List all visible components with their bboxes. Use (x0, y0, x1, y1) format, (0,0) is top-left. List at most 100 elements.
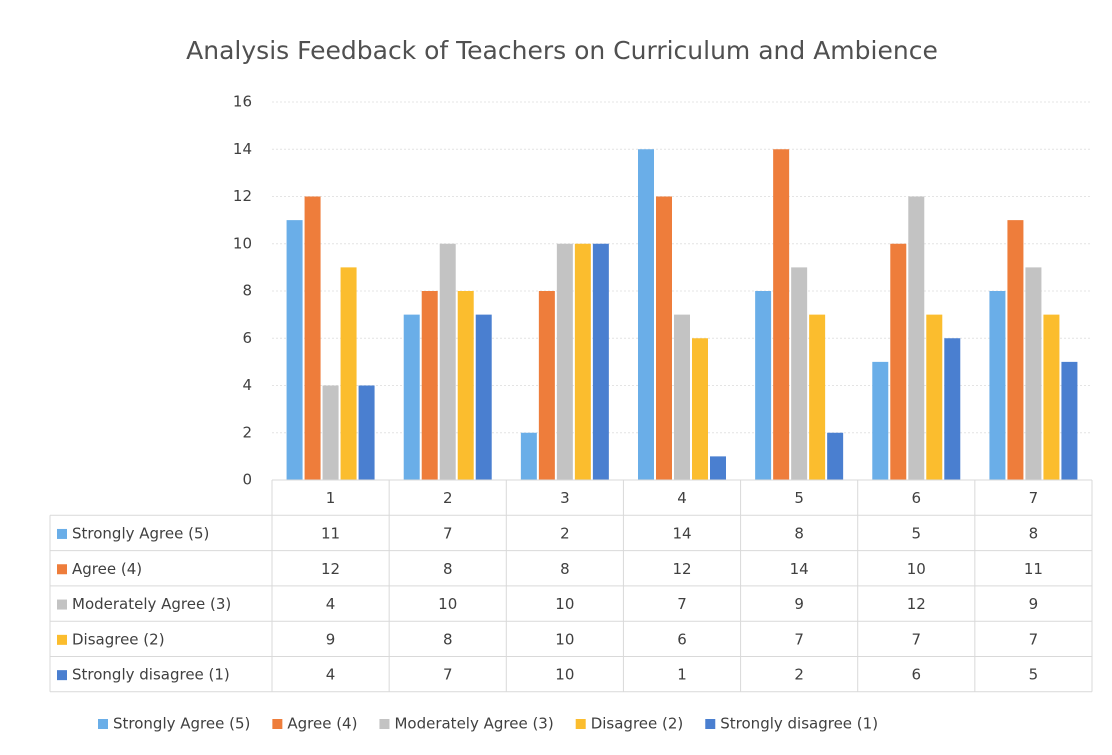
bar (656, 196, 672, 480)
bar (439, 243, 456, 480)
table-cell: 11 (321, 524, 340, 542)
bar (358, 385, 375, 480)
y-tick-label: 16 (233, 93, 252, 111)
y-tick-label: 14 (233, 140, 252, 158)
bar (710, 456, 726, 480)
legend-key (705, 719, 716, 729)
x-tick-label: 5 (794, 489, 804, 507)
bar (755, 291, 772, 480)
bar (1025, 267, 1042, 480)
y-tick-label: 8 (242, 282, 252, 300)
table-cell: 14 (672, 524, 691, 542)
bar (827, 432, 844, 480)
table-cell: 12 (672, 560, 691, 578)
legend-key (98, 719, 108, 729)
legend-label: Strongly Agree (5) (113, 715, 250, 733)
table-row-label: Disagree (2) (72, 630, 165, 648)
bar (304, 196, 321, 480)
bar (574, 243, 591, 480)
table-cell: 2 (560, 524, 570, 542)
table-cell: 8 (443, 560, 453, 578)
x-tick-label: 7 (1029, 489, 1039, 507)
bar (592, 243, 609, 480)
y-tick-label: 2 (242, 423, 252, 441)
bar (538, 291, 555, 480)
table-cell: 8 (1029, 524, 1039, 542)
table-cell: 5 (1029, 666, 1039, 684)
legend-label: Moderately Agree (3) (394, 715, 553, 733)
x-tick-label: 2 (443, 489, 453, 507)
table-legend-key (57, 528, 67, 539)
bar (791, 267, 808, 480)
table-legend-key (57, 599, 67, 610)
table-cell: 10 (555, 630, 574, 648)
bar (872, 361, 889, 480)
bar (421, 291, 438, 480)
table-row-label: Moderately Agree (3) (72, 595, 231, 613)
bar (674, 314, 690, 480)
bar (908, 196, 925, 480)
table-cell: 7 (443, 666, 453, 684)
bar (638, 149, 654, 480)
y-tick-label: 10 (233, 234, 252, 252)
table-cell: 11 (1024, 560, 1043, 578)
bar (322, 385, 339, 480)
table-cell: 7 (1029, 630, 1039, 648)
chart-title: Analysis Feedback of Teachers on Curricu… (186, 36, 938, 65)
bar (989, 291, 1006, 480)
table-cell: 10 (555, 595, 574, 613)
table-row-label: Agree (4) (72, 560, 142, 578)
table-cell: 7 (912, 630, 922, 648)
table-cell: 10 (907, 560, 926, 578)
bar (457, 291, 474, 480)
bar (1061, 361, 1078, 480)
table-cell: 10 (555, 666, 574, 684)
table-row-label: Strongly Agree (5) (72, 524, 209, 542)
table-cell: 4 (326, 595, 336, 613)
table-cell: 8 (794, 524, 804, 542)
bar (773, 149, 790, 480)
legend-key (575, 719, 586, 729)
table-legend-key (57, 564, 67, 575)
table-cell: 12 (321, 560, 340, 578)
table-cell: 14 (790, 560, 809, 578)
bar (340, 267, 357, 480)
x-tick-label: 1 (326, 489, 336, 507)
table-cell: 10 (438, 595, 457, 613)
legend-label: Agree (4) (287, 715, 357, 733)
table-legend-key (57, 670, 67, 681)
bar (403, 314, 420, 480)
table-cell: 9 (794, 595, 804, 613)
legend-label: Strongly disagree (1) (720, 715, 878, 733)
x-tick-label: 3 (560, 489, 570, 507)
table-cell: 7 (677, 595, 687, 613)
bar (944, 338, 961, 480)
table-cell: 9 (1029, 595, 1039, 613)
bar (556, 243, 573, 480)
table-cell: 6 (912, 666, 922, 684)
legend-key (272, 719, 283, 729)
table-cell: 1 (677, 666, 687, 684)
table-cell: 5 (912, 524, 922, 542)
bar (286, 220, 303, 480)
table-cell: 8 (443, 630, 453, 648)
bar (926, 314, 943, 480)
table-cell: 9 (326, 630, 336, 648)
legend-label: Disagree (2) (591, 715, 684, 733)
y-tick-label: 12 (233, 187, 252, 205)
table-cell: 7 (443, 524, 453, 542)
table-cell: 8 (560, 560, 570, 578)
bar (475, 314, 492, 480)
x-tick-label: 4 (677, 489, 687, 507)
bar (890, 243, 907, 480)
bar (1043, 314, 1060, 480)
bar (520, 432, 537, 480)
table-cell: 4 (326, 666, 336, 684)
table-cell: 6 (677, 630, 687, 648)
bar (1007, 220, 1024, 480)
bar (692, 338, 708, 480)
table-cell: 2 (794, 666, 804, 684)
y-tick-label: 0 (242, 471, 252, 489)
legend-key (379, 719, 390, 729)
